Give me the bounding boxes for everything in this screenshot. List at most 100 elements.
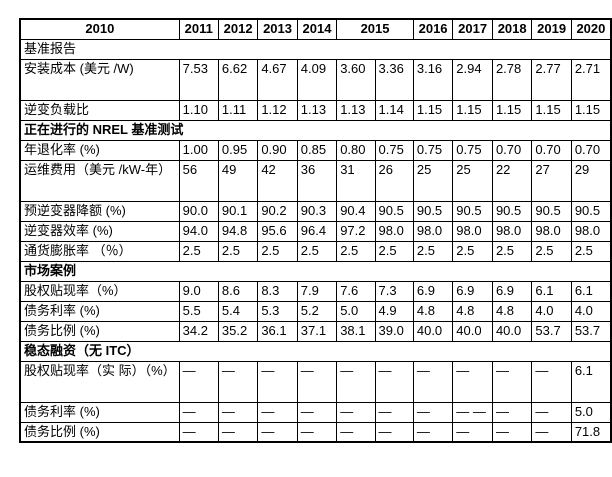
value-cell: 40.0 [491, 320, 533, 342]
value-cell: 1.14 [374, 99, 414, 121]
row-label: 债务比例 (%) [19, 320, 180, 342]
value-cell: 90.5 [491, 200, 533, 222]
value-cell: 2.5 [412, 240, 454, 262]
value-cell: 2.71 [570, 58, 612, 101]
section-title: 市场案例 [19, 260, 612, 282]
year-header: 2015 [336, 18, 414, 40]
value-cell: 90.5 [452, 200, 493, 222]
value-cell: 3.36 [374, 58, 414, 101]
value-cell: 4.09 [296, 58, 338, 101]
section-header-row: 市场案例 [19, 260, 612, 282]
value-cell: 56 [178, 159, 219, 202]
value-cell: 5.0 [570, 401, 612, 423]
value-cell: 96.4 [296, 220, 338, 242]
table-row: 股权贴现率（%） 9.0 8.6 8.3 7.9 7.6 7.3 6.9 6.9 6.9 6.1 6.… [19, 280, 612, 302]
value-cell: 42 [257, 159, 298, 202]
value-cell: 3.60 [336, 58, 376, 101]
year-header: 2013 [257, 18, 298, 40]
value-cell: 0.75 [412, 139, 454, 161]
value-cell: 97.2 [336, 220, 376, 242]
value-cell: — [531, 360, 572, 403]
table-row: 预逆变器降额 (%) 90.0 90.1 90.2 90.3 90.4 90.5 90.5 90… [19, 200, 612, 222]
value-cell: 90.4 [336, 200, 376, 222]
table-row: 债务利率 (%) — — — — — — — — — — —5.0 [19, 401, 612, 423]
value-cell: 6.62 [217, 58, 259, 101]
row-label: 年退化率 (%) [19, 139, 180, 161]
year-header-label-col: 2010 [19, 18, 180, 40]
value-cell: — [491, 360, 533, 403]
value-cell: — [336, 421, 376, 443]
row-label: 债务比例 (%) [19, 421, 180, 443]
value-cell: — [452, 360, 493, 403]
value-cell: 6.9 [452, 280, 493, 302]
table-row: 逆变负载比 1.10 1.11 1.12 1.13 1.13 1.14 1.15 1.15 1.1… [19, 99, 612, 121]
value-cell: — [491, 401, 533, 423]
value-cell: 3.16 [412, 58, 454, 101]
value-cell: 6.9 [412, 280, 454, 302]
table-row: 债务利率 (%) 5.5 5.4 5.3 5.2 5.0 4.9 4.8 4.8 4.8 4.0 4.… [19, 300, 612, 322]
table-row: 股权贴现率（实 际）（%） — — — — — — — — — —6.1 [19, 360, 612, 403]
value-cell: 22 [491, 159, 533, 202]
value-cell: — [178, 360, 219, 403]
value-cell: — [217, 360, 259, 403]
value-cell: — [257, 360, 298, 403]
value-cell: 4.67 [257, 58, 298, 101]
value-cell: 40.0 [412, 320, 454, 342]
year-header: 2012 [217, 18, 259, 40]
table-row: 年退化率 (%) 1.00 0.95 0.90 0.85 0.80 0.75 0.75 0.75… [19, 139, 612, 161]
value-cell: 2.5 [491, 240, 533, 262]
value-cell: 1.15 [570, 99, 612, 121]
value-cell: 5.0 [336, 300, 376, 322]
value-cell: 0.70 [570, 139, 612, 161]
value-cell: — [257, 401, 298, 423]
value-cell: 4.0 [570, 300, 612, 322]
value-cell: 5.5 [178, 300, 219, 322]
value-cell: 2.94 [452, 58, 493, 101]
year-header: 2019 [531, 18, 572, 40]
value-cell: 31 [336, 159, 376, 202]
value-cell: 2.77 [531, 58, 572, 101]
benchmark-table: 2010 2011 2012 2013 2014 2015 2016 2017 2018 2019… [19, 18, 612, 443]
value-cell: 26 [374, 159, 414, 202]
value-cell: 2.5 [336, 240, 376, 262]
value-cell: 90.0 [178, 200, 219, 222]
value-cell: 90.3 [296, 200, 338, 222]
value-cell: 8.6 [217, 280, 259, 302]
value-cell: 36.1 [257, 320, 298, 342]
value-cell: 0.90 [257, 139, 298, 161]
value-cell: 7.6 [336, 280, 376, 302]
table-header-row: 2010 2011 2012 2013 2014 2015 2016 2017 2018 2019… [19, 18, 612, 40]
value-cell: 27 [531, 159, 572, 202]
value-cell: — [412, 421, 454, 443]
row-label: 股权贴现率（实 际）（%） [19, 360, 180, 403]
table-row: 运维费用（美元 /kW-年） 56 49 42 36 31 26 25 25 22 27 29 [19, 159, 612, 202]
value-cell: 39.0 [374, 320, 414, 342]
row-label: 逆变负载比 [19, 99, 180, 121]
value-cell: — [336, 401, 376, 423]
value-cell: 25 [412, 159, 454, 202]
year-header: 2020 [570, 18, 612, 40]
value-cell: 90.5 [374, 200, 414, 222]
value-cell: 2.5 [531, 240, 572, 262]
value-cell: 1.15 [491, 99, 533, 121]
value-cell: 0.75 [452, 139, 493, 161]
value-cell: — [491, 421, 533, 443]
value-cell: 0.80 [336, 139, 376, 161]
value-cell: 1.15 [531, 99, 572, 121]
value-cell: — [374, 421, 414, 443]
year-header: 2018 [491, 18, 533, 40]
section-title: 正在进行的 NREL 基准测试 [19, 119, 612, 141]
value-cell: 0.95 [217, 139, 259, 161]
value-cell: 35.2 [217, 320, 259, 342]
value-cell: 0.70 [491, 139, 533, 161]
value-cell: 2.5 [570, 240, 612, 262]
value-cell: 38.1 [336, 320, 376, 342]
year-header: 2016 [412, 18, 454, 40]
value-cell: 5.3 [257, 300, 298, 322]
table-row: 通货膨胀率 （％） 2.5 2.5 2.5 2.5 2.5 2.5 2.5 2.5 2.5 2.5 2… [19, 240, 612, 262]
value-cell: 4.8 [452, 300, 493, 322]
value-cell: 1.13 [336, 99, 376, 121]
table-row: 债务比例 (%) — — — — — — — — — —71.8 [19, 421, 612, 443]
value-cell: — [217, 421, 259, 443]
value-cell: — [296, 401, 338, 423]
